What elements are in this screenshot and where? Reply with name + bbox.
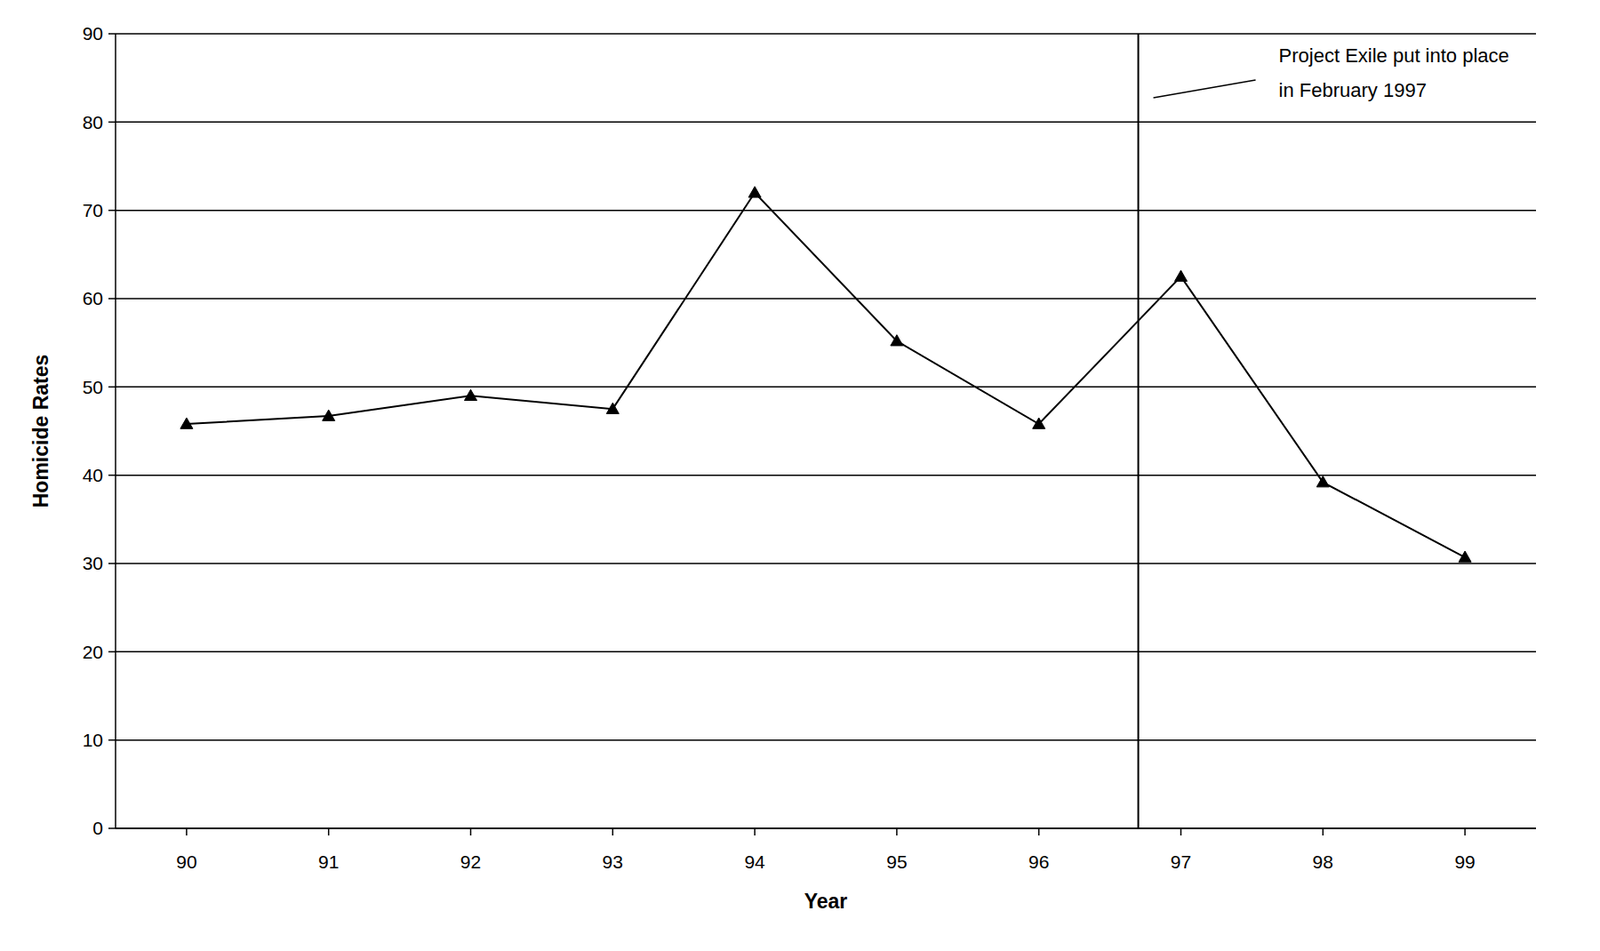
- svg-text:90: 90: [82, 23, 104, 44]
- svg-text:93: 93: [602, 851, 624, 872]
- svg-text:92: 92: [460, 851, 481, 872]
- svg-text:0: 0: [92, 817, 104, 839]
- svg-text:10: 10: [82, 729, 104, 751]
- svg-text:Project Exile put into place: Project Exile put into place: [1279, 44, 1510, 67]
- svg-text:in February 1997: in February 1997: [1279, 79, 1427, 102]
- svg-text:95: 95: [886, 851, 907, 872]
- svg-text:99: 99: [1454, 851, 1475, 872]
- svg-text:96: 96: [1028, 851, 1049, 872]
- svg-text:40: 40: [82, 464, 104, 486]
- svg-text:80: 80: [82, 112, 104, 133]
- svg-text:91: 91: [318, 851, 339, 872]
- svg-text:50: 50: [82, 376, 104, 398]
- svg-text:60: 60: [82, 288, 104, 309]
- svg-text:98: 98: [1312, 851, 1334, 872]
- svg-text:20: 20: [82, 641, 104, 663]
- svg-text:90: 90: [176, 851, 197, 872]
- svg-text:94: 94: [744, 851, 766, 872]
- svg-text:Homicide Rates: Homicide Rates: [29, 354, 53, 509]
- svg-text:70: 70: [82, 200, 104, 221]
- svg-text:97: 97: [1170, 851, 1192, 872]
- svg-text:30: 30: [82, 552, 104, 574]
- svg-text:Year: Year: [804, 889, 848, 913]
